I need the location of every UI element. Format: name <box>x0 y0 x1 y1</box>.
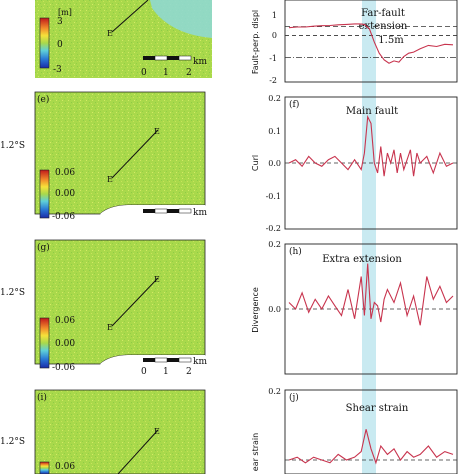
colorbar-tick-g-1: 0.00 <box>55 339 75 349</box>
scale-tick-a-1: 1 <box>163 68 169 78</box>
ytick-f-0: 0.2 <box>268 94 281 103</box>
profile-line-a <box>111 0 149 33</box>
endpoint-label-a: E <box>107 29 113 38</box>
profile-panel-b: Fault-perp. displ 1 0 -1 -2 Far-fault ex… <box>251 0 458 85</box>
endpoint-bottom-e: E <box>107 175 113 184</box>
map-panel-i: (i) 1.2°S E 0.06 <box>0 389 206 474</box>
annotation-f: Main fault <box>346 106 398 117</box>
colorbar-tick-e-2: -0.06 <box>52 212 75 222</box>
ytick-f-3: -0.1 <box>266 192 281 201</box>
ytick-j-0: 0.2 <box>268 387 281 396</box>
panel-letter-g: (g) <box>37 242 50 253</box>
profile-series-j <box>288 429 454 465</box>
ylabel-h: Divergence <box>251 287 260 333</box>
profile-line-g <box>111 277 159 327</box>
colorbar-a <box>39 17 50 69</box>
profile-series-h <box>288 263 454 326</box>
fault-zone-highlight <box>362 0 376 474</box>
map-i-area <box>34 389 206 474</box>
map-a-cyan-region <box>150 0 212 38</box>
ylabel-f: Curl <box>251 155 260 171</box>
ytick-f-2: 0.0 <box>268 159 281 168</box>
annotation-b-line3: 1.5m <box>378 35 404 46</box>
ytick-f-1: 0.1 <box>268 127 281 136</box>
profile-line-i <box>117 429 159 474</box>
colorbar-tick-a-1: 0 <box>57 40 63 50</box>
colorbar-tick-e-0: 0.06 <box>55 168 75 178</box>
colorbar-e <box>39 169 50 219</box>
panel-letter-j: (j) <box>289 392 299 403</box>
ytick-b-0: 1 <box>272 11 277 20</box>
endpoint-top-e: E <box>154 127 160 136</box>
profile-panel-f: (f) Curl 0.2 0.1 0.0 -0.1 -0.2 Main faul… <box>251 94 458 233</box>
ylabel-j: ear strain <box>251 433 260 471</box>
panel-letter-i: (i) <box>37 392 47 403</box>
lat-label-e: 1.2°S <box>0 141 25 151</box>
endpoint-top-g: E <box>154 275 160 284</box>
ytick-h-0: 0.2 <box>268 240 281 249</box>
map-panel-e: (e) 1.2°S E E 0.06 0.00 -0.06 km <box>0 91 207 222</box>
colorbar-tick-g-2: -0.06 <box>52 363 75 373</box>
scalebar-e <box>143 208 192 214</box>
profile-series-f <box>288 114 454 177</box>
lat-label-i: 1.2°S <box>0 437 25 447</box>
scale-unit-e: km <box>193 208 207 218</box>
scale-unit-g: km <box>193 357 207 367</box>
axes-frame-b <box>284 0 458 83</box>
scale-tick-a-0: 0 <box>141 68 147 78</box>
endpoint-bottom-g: E <box>107 323 113 332</box>
profile-series-b <box>288 23 454 64</box>
profile-panel-h: (h) Divergence 0.2 0.0 Extra extension <box>251 240 458 375</box>
ytick-b-1: 0 <box>272 31 277 40</box>
scalebar-a <box>143 55 192 61</box>
ylabel-b: Fault-perp. displ <box>251 10 260 74</box>
annotation-h: Extra extension <box>322 254 402 265</box>
endpoint-top-i: E <box>154 427 160 436</box>
series-layer <box>285 23 457 465</box>
map-panel-a: E [m] 3 0 -3 km 0 1 2 <box>35 0 212 78</box>
profile-panel-j: (j) ear strain 0.2 Shear strain <box>251 387 458 474</box>
profile-line-e <box>111 129 159 179</box>
scale-tick-g-0: 0 <box>141 367 147 377</box>
scale-tick-g-1: 1 <box>163 367 169 377</box>
annotation-b-line1: Far-fault <box>361 8 405 19</box>
annotation-j: Shear strain <box>346 403 409 414</box>
ytick-b-3: -2 <box>269 76 277 85</box>
ytick-f-4: -0.2 <box>266 224 281 233</box>
panel-letter-h: (h) <box>289 246 302 257</box>
colorbar-g <box>39 317 50 369</box>
scale-unit-a: km <box>193 57 207 67</box>
ytick-b-2: -1 <box>269 54 277 63</box>
panel-letter-f: (f) <box>289 99 299 110</box>
ytick-h-1: 0.0 <box>268 305 281 314</box>
axes-frame-j <box>284 389 458 474</box>
panel-letter-e: (e) <box>37 94 49 105</box>
colorbar-tick-a-0: 3 <box>57 17 63 27</box>
map-panel-g: (g) 1.2°S E E 0.06 0.00 -0.06 km 0 1 2 <box>0 239 207 377</box>
colorbar-i <box>39 461 50 474</box>
colorbar-tick-i-0: 0.06 <box>55 462 75 472</box>
lat-label-g: 1.2°S <box>0 288 25 298</box>
scale-tick-g-2: 2 <box>186 367 192 377</box>
colorbar-tick-e-1: 0.00 <box>55 189 75 199</box>
colorbar-tick-a-2: -3 <box>53 65 62 75</box>
scalebar-g <box>143 357 192 363</box>
colorbar-tick-g-0: 0.06 <box>55 316 75 326</box>
scale-tick-a-2: 2 <box>186 68 192 78</box>
colorbar-unit-a: [m] <box>58 8 72 17</box>
